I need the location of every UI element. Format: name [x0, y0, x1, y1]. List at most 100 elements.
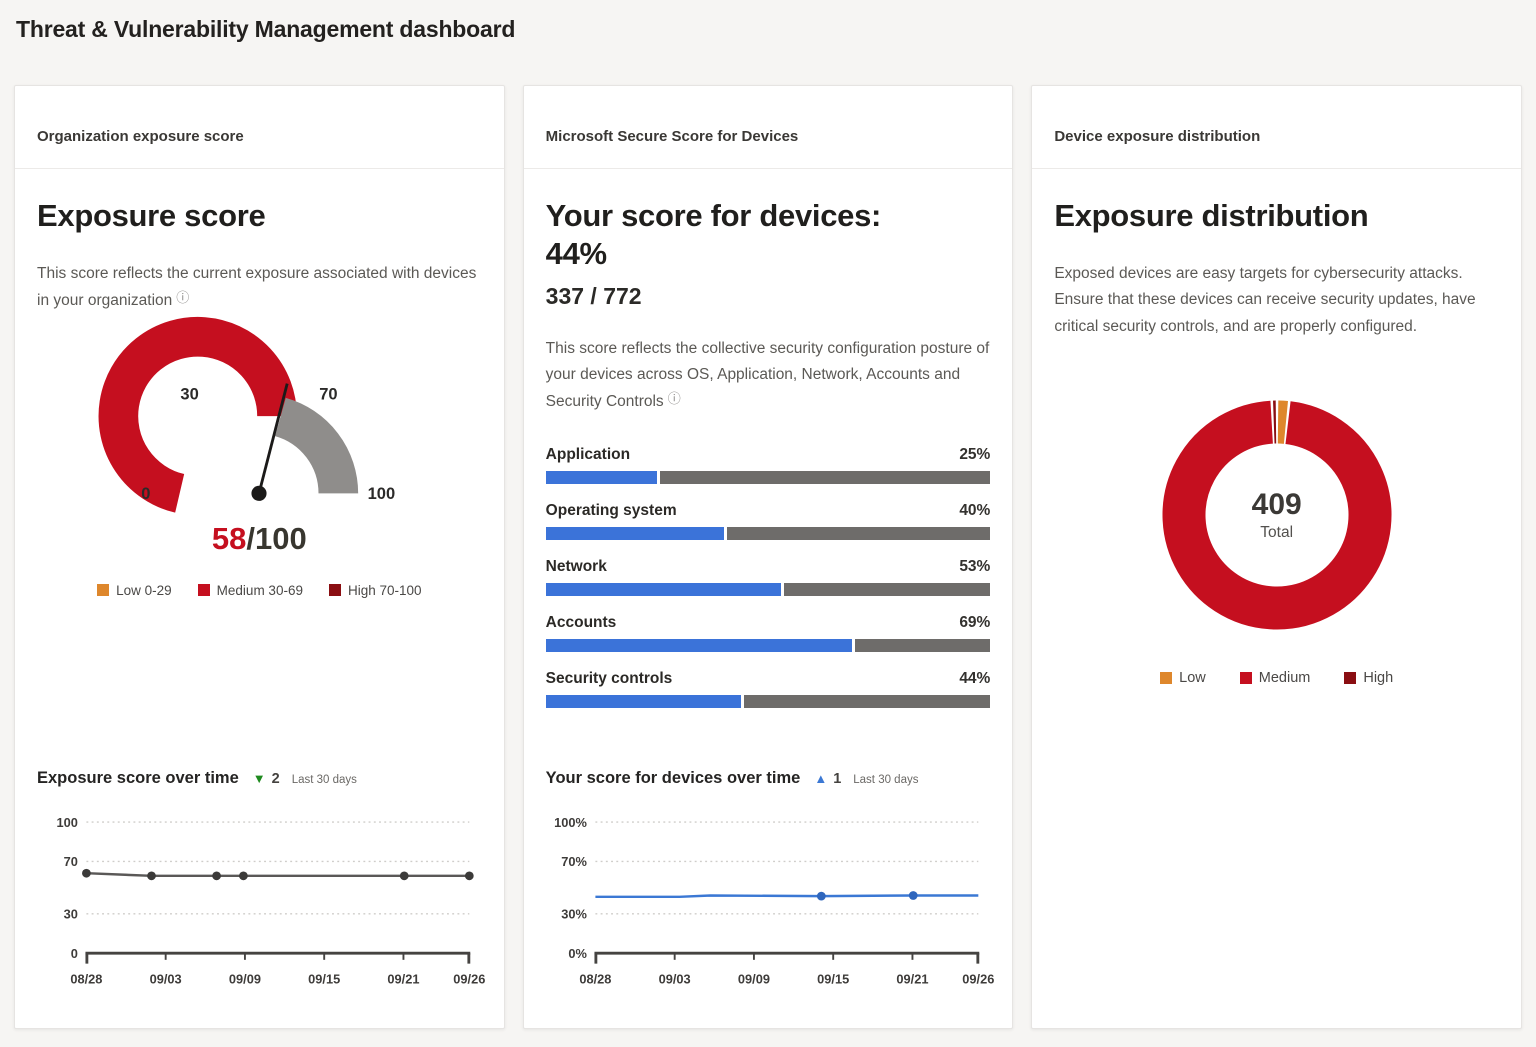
category-label: Network [545, 557, 607, 575]
y-axis-label: 70 [64, 854, 78, 869]
category-head: Operating system 40% [546, 502, 991, 520]
gauge-score-denominator: /100 [246, 520, 307, 556]
y-axis-label: 30 [64, 907, 78, 922]
legend-swatch [1160, 671, 1173, 684]
legend-item: High [1344, 670, 1393, 686]
y-axis-label: 30% [561, 907, 587, 922]
legend-swatch [1344, 671, 1357, 684]
x-axis-label: 09/03 [658, 972, 690, 987]
progress-fill [545, 470, 657, 484]
card-header-label: Device exposure distribution [1054, 127, 1261, 145]
secure-score-category-bars: Application 25% Operating system 40% Network… [545, 446, 991, 726]
category-progress-bar [545, 582, 991, 596]
exposure-score-description: This score reflects the current exposure… [37, 261, 482, 315]
secure-score-category-row: Security controls 44% [545, 669, 991, 708]
trend-period: Last 30 days [853, 774, 919, 786]
progress-rest [659, 470, 991, 484]
gauge-tick-label: 100 [368, 484, 396, 503]
exposure-over-time-header: Exposure score over time ▼ 2 Last 30 day… [37, 769, 482, 788]
category-head: Application 25% [546, 446, 991, 464]
info-icon[interactable]: ⓘ [176, 290, 190, 306]
x-axis-label: 09/21 [896, 972, 928, 987]
category-progress-bar [545, 470, 991, 484]
tvm-dashboard: Threat & Vulnerability Management dashbo… [0, 16, 1536, 1029]
progress-fill [545, 694, 742, 708]
trend-delta: 1 [833, 771, 842, 787]
progress-rest [744, 694, 991, 708]
progress-gap [656, 470, 660, 484]
card-header-label: Microsoft Secure Score for Devices [545, 127, 799, 145]
donut-chart [1162, 400, 1392, 630]
exposure-score-gauge: 0 30 70 100 58/100 [37, 316, 482, 557]
x-axis-label: 08/28 [70, 972, 102, 987]
trend-up-icon: ▲ [814, 771, 828, 786]
progress-gap [741, 694, 745, 708]
trend-delta: 2 [271, 771, 280, 787]
category-head: Network 53% [546, 558, 991, 576]
device-score-over-time-chart: 0% 30% 70% 100% 08/28 09/03 09/09 09/15 09/21 09/… [554, 815, 994, 987]
x-axis-label: 09/15 [308, 972, 340, 987]
category-label: Application [545, 445, 631, 463]
card-body-distribution: Exposure distribution Exposed devices ar… [1032, 169, 1521, 1028]
y-axis-label: 100% [554, 815, 587, 830]
exposure-distribution-heading: Exposure distribution [1054, 198, 1369, 233]
category-label: Operating system [545, 501, 677, 519]
data-point [399, 871, 409, 881]
device-score-percent: 44% [545, 235, 607, 271]
legend-swatch [328, 584, 341, 596]
data-point [239, 871, 248, 881]
legend-item: Medium [1239, 669, 1311, 686]
legend-label: Low 0-29 [116, 582, 172, 598]
gauge-chart: 0 30 70 100 [98, 316, 396, 513]
legend-label: Medium 30-69 [216, 582, 303, 598]
category-head: Accounts 69% [546, 614, 991, 632]
cards-row: Organization exposure score Exposure sco… [14, 85, 1523, 1029]
card-device-exposure-distribution: Device exposure distribution Exposure di… [1031, 85, 1523, 1029]
category-value: 44% [959, 669, 991, 687]
exposure-score-heading: Exposure score [37, 198, 266, 233]
x-axis-label: 09/21 [387, 972, 419, 987]
x-axis-label: 09/09 [738, 972, 770, 987]
x-axis-label: 09/26 [962, 972, 994, 987]
gauge-arc-rest [274, 397, 359, 494]
data-point [82, 868, 91, 878]
y-axis-label: 0% [568, 946, 587, 961]
legend-item: High 70-100 [328, 583, 422, 598]
x-axis-label: 09/26 [453, 972, 485, 987]
progress-rest [855, 638, 991, 652]
y-axis-label: 100 [56, 815, 77, 830]
legend-item: Low 0-29 [97, 583, 172, 598]
card-body-exposure: Exposure score This score reflects the c… [15, 169, 504, 1028]
legend-item: Low [1160, 670, 1206, 686]
legend-label: Medium [1258, 669, 1311, 686]
gauge-tick-label: 0 [142, 484, 151, 503]
exposure-score-description-text: This score reflects the current exposure… [37, 264, 477, 310]
gauge-arc-filled [98, 316, 298, 513]
legend-label: Low [1179, 669, 1206, 686]
exposure-severity-legend: Low 0-29 Medium 30-69 High 70-100 [37, 583, 482, 598]
category-progress-bar [545, 694, 991, 708]
gauge-needle-hub [251, 485, 267, 501]
card-header-secure-score: Microsoft Secure Score for Devices [523, 86, 1013, 169]
exposure-over-time-title: Exposure score over time [37, 769, 239, 787]
gauge-score-number: 58 [211, 520, 247, 556]
device-score-over-time-title: Your score for devices over time [545, 769, 801, 787]
progress-rest [726, 526, 991, 540]
secure-score-category-row: Network 53% [545, 558, 991, 596]
info-icon[interactable]: ⓘ [667, 391, 681, 407]
device-score-description: This score reflects the collective secur… [546, 336, 991, 416]
category-label: Accounts [545, 613, 617, 631]
gauge-needle [257, 382, 289, 494]
progress-gap [852, 638, 856, 652]
legend-swatch [1239, 671, 1252, 684]
category-value: 25% [959, 445, 991, 463]
exposure-distribution-description: Exposed devices are easy targets for cyb… [1054, 264, 1476, 335]
progress-gap [723, 526, 727, 540]
exposure-over-time-chart: 0 30 70 100 08/28 09/03 09/09 09/15 09/21 09/26 [56, 815, 485, 987]
trend-line [595, 894, 978, 899]
card-header-exposure-distribution: Device exposure distribution [1032, 86, 1522, 169]
distribution-severity-legend: Low Medium High [1054, 670, 1499, 686]
data-point [147, 871, 156, 881]
secure-score-category-row: Accounts 69% [545, 614, 991, 652]
secure-score-category-row: Application 25% [545, 446, 991, 484]
